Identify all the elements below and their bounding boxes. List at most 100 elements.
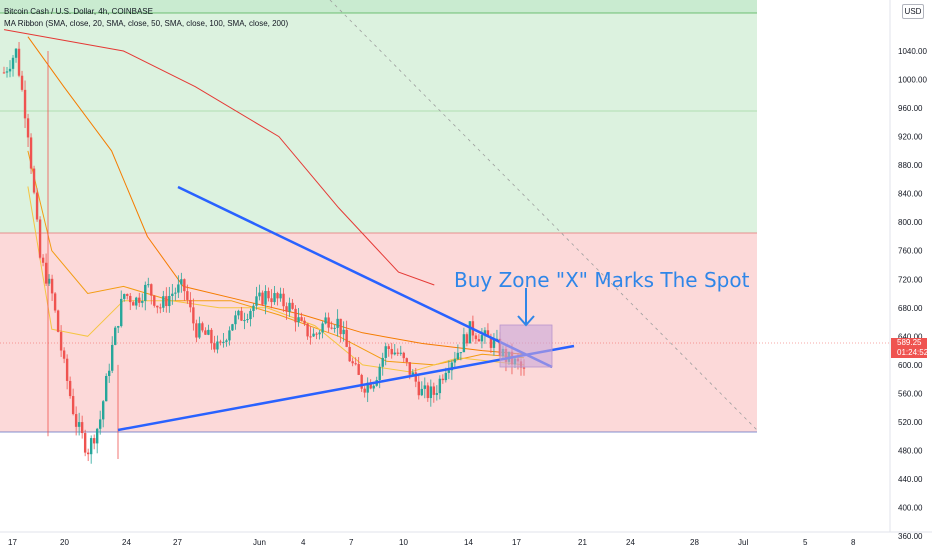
candle-body — [408, 362, 411, 375]
candle-body — [333, 327, 336, 329]
arrow-down-icon — [517, 288, 535, 327]
candle-body — [249, 310, 252, 320]
candle-body — [53, 293, 57, 311]
candle-body — [32, 168, 36, 193]
candle-body — [465, 334, 469, 344]
candle-body — [59, 331, 63, 351]
candle-body — [348, 346, 351, 362]
time-tick-label: 5 — [803, 538, 808, 547]
candle-body — [393, 352, 396, 355]
candle-body — [2, 72, 6, 74]
candle-body — [35, 192, 39, 220]
ma-line-ma100 — [27, 36, 525, 355]
candle-body — [132, 302, 135, 306]
candle-body — [68, 380, 72, 397]
candle-body — [213, 343, 216, 350]
candle-body — [126, 294, 129, 296]
candle-body — [89, 438, 93, 455]
candle-body — [219, 341, 222, 343]
time-tick-label: 24 — [122, 538, 131, 547]
candle-body — [153, 295, 156, 306]
descending-trendline[interactable] — [177, 185, 553, 369]
candle-body — [303, 320, 306, 324]
candle-body — [270, 298, 273, 303]
candle-body — [312, 333, 315, 337]
candle-body — [171, 293, 174, 296]
candle-body — [279, 293, 282, 299]
candle-body — [123, 294, 126, 299]
candle-body — [459, 352, 463, 354]
candle-body — [74, 414, 78, 427]
candle-body — [489, 336, 493, 348]
legend-symbol-title[interactable]: Bitcoin Cash / U.S. Dollar, 4h, COINBASE — [4, 7, 153, 16]
time-tick-label: 7 — [349, 538, 354, 547]
currency-button[interactable]: USD — [902, 4, 924, 19]
time-tick-label: 4 — [301, 538, 306, 547]
candle-body — [438, 378, 442, 394]
candle-body — [468, 321, 472, 344]
time-axis[interactable]: 17 20 24 27 Jun 4 7 10 14 17 21 24 28 Jul 5 8 — [8, 538, 856, 547]
candle-body — [486, 330, 490, 337]
candle-body — [318, 332, 321, 335]
candle-body — [101, 401, 105, 420]
price-tick-label: 1000.00 — [898, 76, 927, 85]
candle-body — [159, 307, 162, 309]
legend-ma-ribbon[interactable]: MA Ribbon (SMA, close, 20, SMA, close, 5… — [4, 19, 289, 28]
price-tick-label: 600.00 — [898, 361, 923, 370]
candle-body — [435, 393, 439, 395]
candle-body — [86, 452, 90, 455]
last-price-tag-bg — [891, 338, 927, 358]
candle-body — [11, 57, 15, 69]
candle-body — [47, 278, 51, 284]
candle-body — [104, 375, 108, 402]
candle-body — [492, 338, 496, 348]
red-zone-rect — [0, 233, 757, 432]
price-tick-label: 880.00 — [898, 161, 923, 170]
price-tick-label: 360.00 — [898, 532, 923, 541]
price-axis[interactable]: 1040.00 1000.00 960.00 920.00 880.00 840.00 80… — [898, 47, 927, 541]
time-tick-label: 28 — [690, 538, 699, 547]
candle-body — [195, 323, 198, 338]
candle-body — [294, 308, 297, 323]
ma-line-ma20 — [27, 186, 525, 373]
candle-body — [360, 374, 363, 389]
candle-body — [201, 323, 204, 331]
candle-body — [444, 372, 448, 381]
candle-body — [357, 364, 360, 375]
candle-body — [162, 296, 165, 308]
price-tick-label: 520.00 — [898, 418, 923, 427]
price-tick-label: 480.00 — [898, 446, 923, 455]
candle-body — [342, 329, 345, 335]
candle-body — [276, 293, 279, 299]
ascending-trendline[interactable] — [117, 344, 575, 432]
candle-body — [474, 335, 478, 340]
candle-body — [29, 137, 33, 169]
candle-body — [243, 320, 246, 322]
candle-body — [210, 329, 213, 344]
candle-body — [8, 68, 12, 72]
time-tick-label: Jun — [253, 538, 266, 547]
candle-body — [189, 299, 192, 308]
candle-body — [267, 291, 270, 299]
candle-body — [426, 385, 430, 399]
candle-body — [23, 89, 27, 119]
candle-body — [255, 296, 258, 306]
candle-body — [14, 48, 18, 58]
candle-body — [225, 340, 228, 342]
candle-body — [339, 318, 342, 335]
candle-body — [369, 382, 372, 389]
candle-body — [354, 363, 357, 365]
candle-body — [183, 279, 186, 292]
candle-body — [414, 372, 417, 382]
candle-body — [65, 358, 69, 381]
countdown-label: 01:24:52 — [897, 348, 929, 357]
candle-body — [177, 284, 180, 293]
candle-body — [282, 293, 285, 307]
candle-body — [147, 284, 150, 286]
candle-body — [50, 278, 54, 294]
time-tick-label: 17 — [512, 538, 521, 547]
buy-zone-box[interactable] — [499, 324, 553, 368]
candle-body — [246, 319, 249, 321]
